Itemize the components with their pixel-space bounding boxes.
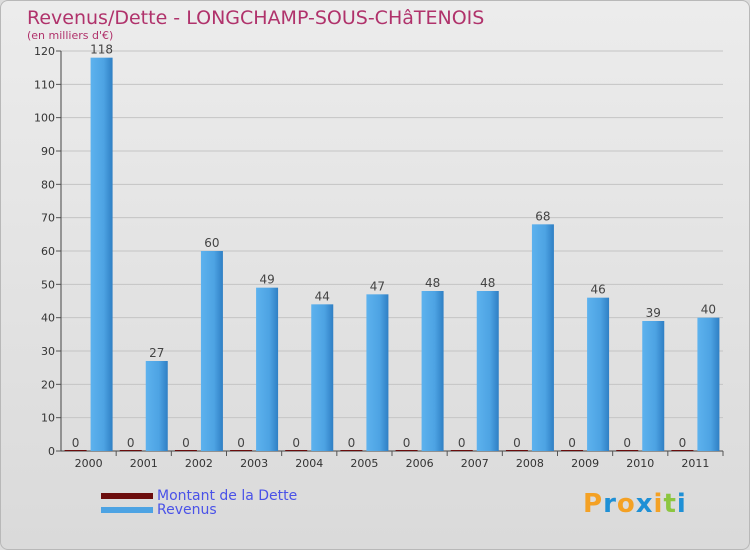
data-label-revenus: 44: [315, 289, 330, 303]
logo-letter: r: [603, 489, 617, 519]
bar-dette: [230, 450, 253, 451]
bar-dette: [395, 450, 418, 451]
bar-revenus: [642, 321, 665, 451]
y-tick-label: 90: [41, 145, 55, 158]
y-tick-label: 60: [41, 245, 55, 258]
legend-item-dette: Montant de la Dette: [101, 488, 297, 504]
data-label-dette: 0: [403, 436, 411, 450]
data-label-dette: 0: [568, 436, 576, 450]
bar-revenus: [531, 224, 554, 451]
bar-revenus: [476, 291, 499, 451]
data-label-dette: 0: [292, 436, 300, 450]
x-tick-label: 2006: [406, 457, 434, 470]
x-tick-label: 2009: [571, 457, 599, 470]
logo-letter: t: [663, 489, 677, 519]
bar-dette: [64, 450, 87, 451]
bar-dette: [671, 450, 694, 451]
x-tick-label: 2003: [240, 457, 268, 470]
x-tick-label: 2004: [295, 457, 323, 470]
x-tick-label: 2002: [185, 457, 213, 470]
x-tick-label: 2000: [75, 457, 103, 470]
chart-subtitle: (en milliers d'€): [27, 29, 114, 42]
data-label-revenus: 118: [90, 43, 113, 57]
x-tick-label: 2010: [626, 457, 654, 470]
bar-dette: [340, 450, 363, 451]
y-tick-label: 80: [41, 178, 55, 191]
bar-dette: [174, 450, 197, 451]
bar-dette: [561, 450, 584, 451]
x-tick-label: 2001: [130, 457, 158, 470]
y-tick-label: 30: [41, 345, 55, 358]
legend-swatch-dette: [101, 493, 153, 499]
data-label-dette: 0: [458, 436, 466, 450]
data-label-dette: 0: [72, 436, 80, 450]
data-label-revenus: 48: [480, 276, 495, 290]
data-label-dette: 0: [182, 436, 190, 450]
x-tick-label: 2005: [350, 457, 378, 470]
bar-revenus: [366, 294, 389, 451]
data-label-dette: 0: [348, 436, 356, 450]
bar-revenus: [587, 297, 610, 451]
data-label-revenus: 40: [701, 303, 716, 317]
bar-revenus: [697, 317, 720, 451]
proxiti-logo: Proxiti: [583, 489, 687, 519]
y-tick-label: 50: [41, 278, 55, 291]
y-tick-label: 20: [41, 378, 55, 391]
data-label-dette: 0: [623, 436, 631, 450]
logo-letter: P: [583, 489, 604, 519]
bar-revenus: [200, 251, 223, 451]
data-label-revenus: 48: [425, 276, 440, 290]
chart-title: Revenus/Dette - LONGCHAMP-SOUS-CHâTENOIS: [27, 7, 485, 29]
logo-letter: i: [653, 489, 664, 519]
data-label-revenus: 39: [646, 306, 661, 320]
legend-swatch-revenus: [101, 507, 153, 513]
data-label-revenus: 47: [370, 279, 385, 293]
bar-revenus: [311, 304, 334, 451]
data-label-revenus: 27: [149, 346, 164, 360]
data-label-revenus: 49: [259, 273, 274, 287]
bar-dette: [285, 450, 308, 451]
data-label-dette: 0: [127, 436, 135, 450]
data-label-dette: 0: [679, 436, 687, 450]
data-label-revenus: 60: [204, 236, 219, 250]
bar-dette: [505, 450, 528, 451]
legend-label-dette: Montant de la Dette: [157, 488, 298, 504]
bar-dette: [616, 450, 639, 451]
bar-revenus: [256, 287, 279, 451]
y-tick-label: 120: [34, 45, 55, 58]
bar-revenus: [145, 361, 168, 451]
data-label-revenus: 46: [590, 283, 605, 297]
legend-label-revenus: Revenus: [157, 502, 217, 518]
bar-dette: [450, 450, 473, 451]
bar-revenus: [90, 57, 113, 452]
data-label-revenus: 68: [535, 209, 550, 223]
data-label-dette: 0: [237, 436, 245, 450]
bar-revenus: [421, 291, 444, 451]
y-tick-label: 100: [34, 112, 55, 125]
logo-letter: x: [635, 489, 654, 519]
y-tick-label: 70: [41, 212, 55, 225]
y-tick-label: 10: [41, 412, 55, 425]
y-tick-label: 40: [41, 312, 55, 325]
y-tick-label: 0: [48, 445, 55, 458]
y-tick-label: 110: [34, 78, 55, 91]
legend-item-revenus: Revenus: [101, 502, 217, 518]
logo-letter: i: [676, 489, 687, 519]
logo-letter: o: [616, 489, 636, 519]
x-tick-label: 2007: [461, 457, 489, 470]
data-label-dette: 0: [513, 436, 521, 450]
x-tick-label: 2011: [681, 457, 709, 470]
x-tick-label: 2008: [516, 457, 544, 470]
bar-dette: [119, 450, 142, 451]
